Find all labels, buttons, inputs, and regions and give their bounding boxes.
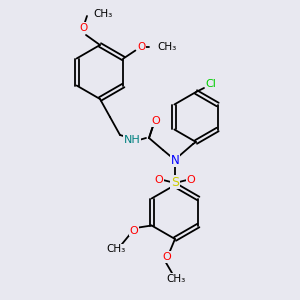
Text: CH₃: CH₃ <box>93 9 112 19</box>
Text: N: N <box>171 154 179 166</box>
Text: S: S <box>171 176 179 188</box>
Text: CH₃: CH₃ <box>158 41 177 52</box>
Text: O: O <box>129 226 138 236</box>
Text: CH₃: CH₃ <box>106 244 125 254</box>
Text: CH₃: CH₃ <box>167 274 186 284</box>
Text: O: O <box>154 175 164 185</box>
Text: NH: NH <box>124 135 140 145</box>
Text: Cl: Cl <box>206 79 216 89</box>
Text: O: O <box>187 175 195 185</box>
Text: O: O <box>79 23 87 33</box>
Text: O: O <box>163 252 171 262</box>
Text: O: O <box>152 116 160 126</box>
Text: O: O <box>137 41 146 52</box>
